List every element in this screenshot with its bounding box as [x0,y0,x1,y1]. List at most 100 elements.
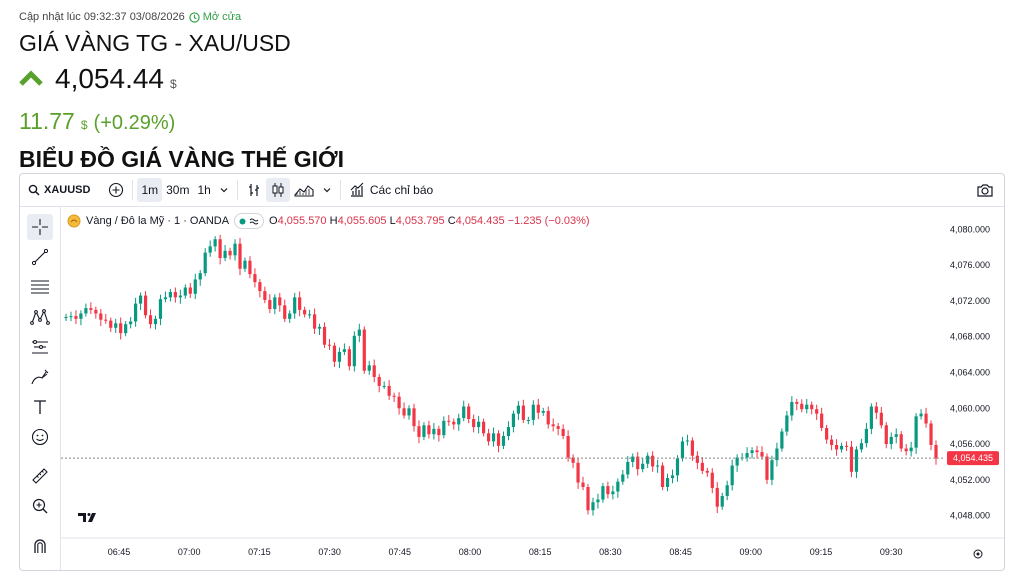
candle-body [138,295,143,304]
last-updated: Cập nhật lúc 09:32:37 03/08/2026 Mở cửa [19,11,241,23]
crosshair-tool[interactable] [27,214,53,240]
smiley-icon [31,428,49,446]
candle-body [705,470,709,473]
y-tick-label: 4,064.000 [950,368,990,378]
magnet-tool[interactable] [27,533,53,559]
price-change-row: 11.77 $ (+0.29%) [19,108,175,135]
zoom-in-icon [32,498,48,514]
candle-body [298,297,302,310]
y-tick-label: 4,052.000 [950,475,990,485]
chart-toolbar: XAUUSD 1m 30m 1h Các chỉ báo [20,174,1004,207]
interval-dropdown[interactable] [215,178,233,202]
zoom-tool[interactable] [27,493,53,519]
toolbar-divider [132,180,134,200]
candle-body [790,402,794,416]
candle-body [153,318,158,325]
candle-body [929,423,933,445]
candle-body [795,402,799,404]
tradingview-logo [78,513,96,522]
pattern-icon [30,309,50,325]
camera-icon [977,184,993,197]
search-icon [28,184,40,196]
prediction-tool[interactable] [27,334,53,360]
interval-1m[interactable]: 1m [137,178,163,202]
candle-body [810,404,814,410]
measure-tool[interactable] [27,463,53,489]
legend-change: −1.235 (−0.03%) [507,215,590,227]
candle-body [397,396,401,409]
candle-body [183,287,187,296]
candle-body [322,326,327,345]
candle-body [874,406,878,413]
ruler-icon [32,468,48,484]
candle-body [417,426,421,437]
candle-body [477,421,481,428]
candle-body [651,455,655,467]
fib-tool[interactable] [27,274,53,300]
x-axis: 06:45 07:00 07:15 07:30 07:45 08:00 08:15 08:30… [108,547,903,557]
x-tick-label: 09:00 [740,547,763,557]
candle-body [303,309,307,315]
candle-body [656,465,660,467]
candle-body [422,425,426,437]
candle-body [909,447,913,452]
trend-line-tool[interactable] [27,244,53,270]
snapshot-button[interactable] [972,178,998,202]
pattern-tool[interactable] [27,304,53,330]
long-position-icon [32,340,48,354]
drawing-toolbar [20,207,61,570]
candle-body [143,295,148,316]
candle-body [342,349,346,352]
candle-body [432,428,436,435]
axis-settings-icon[interactable] [973,549,983,559]
icon-tool[interactable] [27,424,53,450]
candle-body [611,491,615,495]
candles-style-button[interactable] [265,178,290,202]
text-tool[interactable] [27,394,53,420]
arrow-up-icon [19,70,43,86]
interval-1h[interactable]: 1h [197,183,211,197]
candle-body [89,308,93,310]
interval-30m[interactable]: 30m [166,183,190,197]
candle-body [203,252,207,274]
chart-widget: XAUUSD 1m 30m 1h Các chỉ báo [19,173,1005,571]
candle-body [263,291,267,301]
legend-symbol: Vàng / Đô la Mỹ · 1 · OANDA [86,215,230,227]
candle-body [148,315,153,325]
price-chart[interactable]: 4,080.000 4,076.000 4,072.000 4,068.000 4,06… [20,174,1005,571]
chart-type-dropdown[interactable] [318,178,336,202]
candle-body [531,404,535,420]
bars-style-button[interactable] [242,178,266,202]
market-status-label: Mở cửa [202,11,242,23]
last-price-label: 4,054.435 [953,453,993,463]
market-open-indicator[interactable] [234,213,265,229]
candle-body [934,444,938,459]
candle-body [740,457,744,459]
candle-body [467,406,471,420]
y-tick-label: 4,076.000 [950,260,990,270]
chart-legend: Vàng / Đô la Mỹ · 1 · OANDA O4,055.570 H… [67,213,590,229]
candle-body [685,440,690,442]
candle-body [899,434,903,449]
x-tick-label: 08:45 [669,547,692,557]
candle-body [755,450,759,453]
candle-body [914,416,918,448]
area-style-button[interactable] [290,178,318,202]
brush-tool[interactable] [27,364,53,390]
indicators-button[interactable]: Các chỉ báo [345,178,437,202]
candle-body [616,481,620,492]
compare-button[interactable] [104,178,128,202]
candle-body [308,314,312,316]
candle-body [576,462,580,483]
candle-body [919,413,923,417]
candle-body [382,385,386,387]
candle-body [670,475,675,479]
symbol-search[interactable]: XAUUSD [24,178,94,202]
candle-body [606,486,610,495]
candle-body [869,406,873,429]
horizontal-lines-icon [31,280,49,294]
candle-body [248,260,252,275]
candle-body [84,308,88,314]
candle-body [268,300,272,309]
candle-body [352,335,356,367]
